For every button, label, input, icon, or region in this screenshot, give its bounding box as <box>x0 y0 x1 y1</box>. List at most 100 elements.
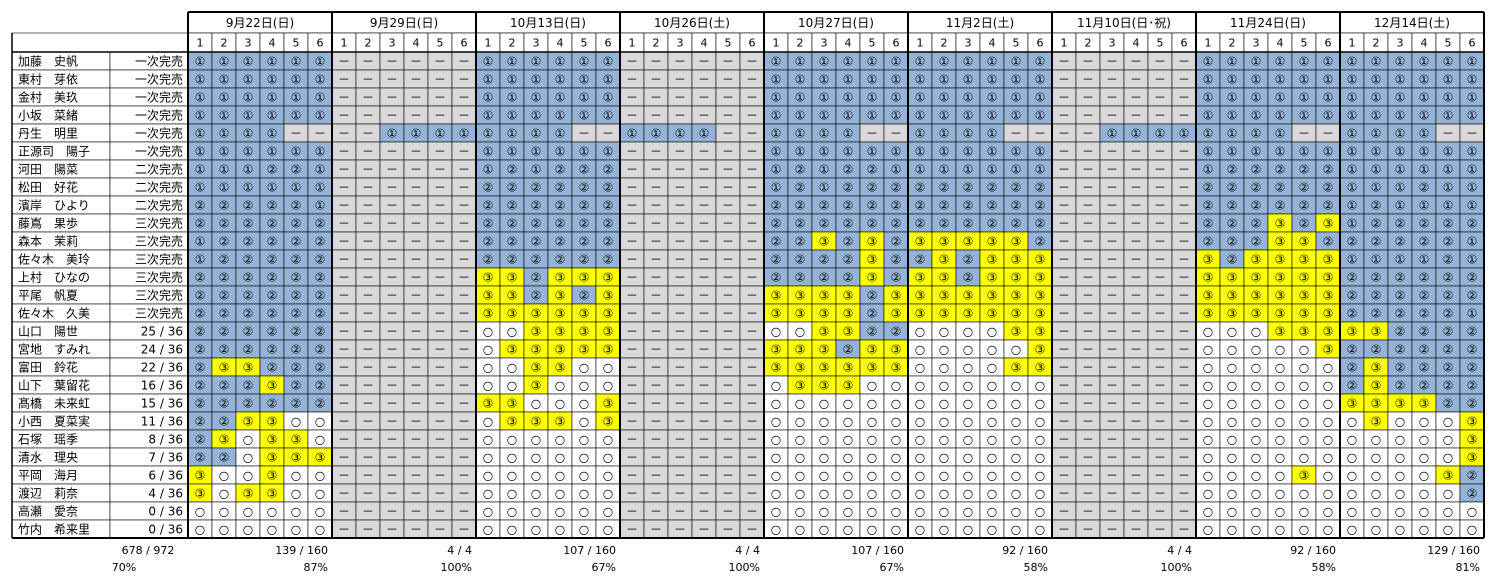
slot-status: ② <box>915 181 926 195</box>
slot-status: － <box>434 361 446 375</box>
slot-status: ③ <box>555 415 566 429</box>
slot-status: ③ <box>267 415 278 429</box>
slot-status: ① <box>699 127 710 141</box>
slot-status: ① <box>579 73 590 87</box>
slot-status: ② <box>195 397 206 411</box>
slot-status: ○ <box>579 433 589 447</box>
slot-status: － <box>434 307 446 321</box>
slot-status: ① <box>1347 109 1358 123</box>
slot-number: 3 <box>1397 37 1404 50</box>
slot-status: － <box>674 451 686 465</box>
slot-status: ② <box>867 289 878 303</box>
slot-number: 5 <box>1445 37 1452 50</box>
slot-status: ○ <box>915 415 925 429</box>
slot-status: ○ <box>915 343 925 357</box>
slot-status: ○ <box>195 523 205 537</box>
slot-status: － <box>1130 451 1142 465</box>
slot-number: 3 <box>965 37 972 50</box>
group-rate: 100% <box>729 561 760 574</box>
slot-status: ③ <box>867 361 878 375</box>
slot-status: ③ <box>1299 469 1310 483</box>
slot-status: － <box>722 91 734 105</box>
slot-status: － <box>626 343 638 357</box>
slot-status: ② <box>291 361 302 375</box>
slot-status: ② <box>771 271 782 285</box>
member-status: 一次完売 <box>135 108 183 123</box>
slot-status: － <box>458 235 470 249</box>
slot-status: ① <box>1371 55 1382 69</box>
slot-status: － <box>1178 325 1190 339</box>
slot-status: ○ <box>771 487 781 501</box>
slot-status: － <box>626 181 638 195</box>
slot-status: ○ <box>1227 469 1237 483</box>
slot-status: ○ <box>1323 451 1333 465</box>
member-status: 15 / 36 <box>141 397 183 411</box>
slot-status: － <box>362 451 374 465</box>
slot-status: － <box>674 271 686 285</box>
slot-status: ③ <box>1011 271 1022 285</box>
date-label: 10月26日(土) <box>654 16 730 30</box>
slot-status: － <box>458 163 470 177</box>
slot-status: ○ <box>1347 523 1357 537</box>
slot-status: ① <box>219 55 230 69</box>
slot-status: ○ <box>219 487 229 501</box>
slot-status: ③ <box>603 325 614 339</box>
slot-status: ○ <box>1203 379 1213 393</box>
member-status: 一次完売 <box>135 72 183 87</box>
slot-status: ○ <box>603 487 613 501</box>
slot-status: ① <box>1443 55 1454 69</box>
slot-status: － <box>602 127 614 141</box>
slot-status: ○ <box>603 469 613 483</box>
slot-status: － <box>1106 433 1118 447</box>
slot-status: ○ <box>1323 505 1333 519</box>
slot-status: ○ <box>579 379 589 393</box>
slot-status: － <box>410 73 422 87</box>
slot-status: ② <box>243 253 254 267</box>
slot-status: ① <box>531 145 542 159</box>
slot-status: ② <box>1203 235 1214 249</box>
slot-status: ○ <box>1323 523 1333 537</box>
slot-status: ① <box>771 145 782 159</box>
slot-status: － <box>1082 271 1094 285</box>
slot-status: － <box>1130 163 1142 177</box>
slot-status: ○ <box>1203 523 1213 537</box>
slot-status: ② <box>1299 199 1310 213</box>
slot-status: － <box>362 325 374 339</box>
slot-status: ③ <box>219 361 230 375</box>
slot-status: － <box>698 361 710 375</box>
slot-status: ① <box>1371 145 1382 159</box>
slot-status: － <box>1106 181 1118 195</box>
group-sold: 4 / 4 <box>735 544 760 557</box>
slot-status: ② <box>267 325 278 339</box>
slot-status: ① <box>795 145 806 159</box>
slot-status: － <box>722 181 734 195</box>
slot-status: ③ <box>843 289 854 303</box>
slot-status: － <box>626 163 638 177</box>
slot-status: ○ <box>531 487 541 501</box>
slot-status: ③ <box>603 415 614 429</box>
slot-status: ① <box>987 55 998 69</box>
slot-status: － <box>650 379 662 393</box>
slot-status: ① <box>267 127 278 141</box>
slot-status: ① <box>1443 73 1454 87</box>
slot-status: ① <box>531 55 542 69</box>
slot-status: － <box>746 181 758 195</box>
slot-status: ② <box>243 325 254 339</box>
slot-status: ○ <box>891 487 901 501</box>
slot-status: ① <box>819 181 830 195</box>
slot-status: － <box>1154 343 1166 357</box>
slot-status: ③ <box>1275 307 1286 321</box>
member-status: 7 / 36 <box>148 451 183 465</box>
slot-status: ② <box>531 199 542 213</box>
slot-status: ① <box>1107 127 1118 141</box>
slot-status: ③ <box>243 487 254 501</box>
slot-status: ① <box>1251 91 1262 105</box>
slot-status: ③ <box>1371 379 1382 393</box>
slot-status: ① <box>1419 91 1430 105</box>
slot-status: ○ <box>771 523 781 537</box>
slot-status: － <box>626 307 638 321</box>
slot-status: － <box>338 343 350 357</box>
slot-number: 1 <box>629 37 636 50</box>
date-label: 10月27日(日) <box>798 16 874 30</box>
slot-status: ○ <box>315 487 325 501</box>
